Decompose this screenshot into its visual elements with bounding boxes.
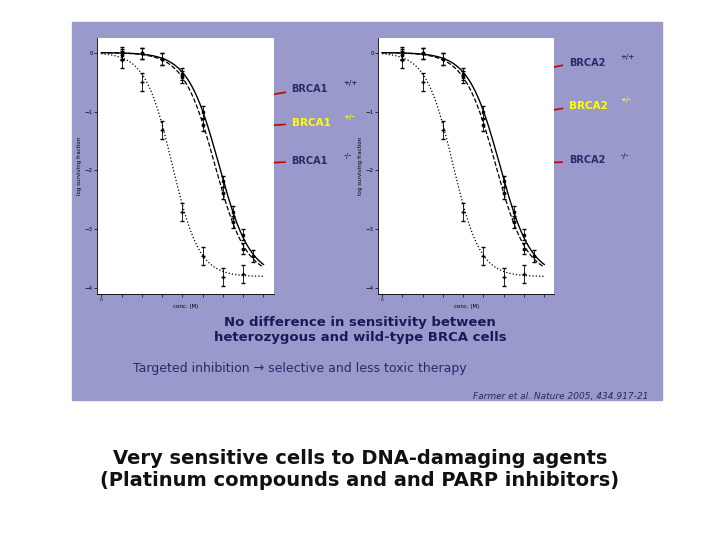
Text: +/-: +/- (621, 97, 632, 104)
Text: Targeted inhibition → selective and less toxic therapy: Targeted inhibition → selective and less… (133, 362, 467, 375)
Text: +/-: +/- (343, 113, 355, 120)
Text: No difference in sensitivity between
heterozygous and wild-type BRCA cells: No difference in sensitivity between het… (214, 316, 506, 344)
X-axis label: conc. (M): conc. (M) (173, 304, 198, 309)
Bar (72, 22, 662, 400)
Text: BRCA1: BRCA1 (292, 118, 330, 127)
Text: Farmer et al. Nature 2005, 434.917-21: Farmer et al. Nature 2005, 434.917-21 (472, 392, 648, 401)
Text: +/+: +/+ (621, 54, 635, 60)
Text: -/-: -/- (343, 152, 351, 159)
Text: BRCA1: BRCA1 (292, 156, 328, 166)
Text: BRCA1: BRCA1 (292, 84, 328, 94)
Text: BRCA2: BRCA2 (569, 156, 606, 165)
Y-axis label: log surviving fraction: log surviving fraction (77, 137, 82, 195)
Text: BRCA2: BRCA2 (569, 102, 608, 111)
Text: +/+: +/+ (343, 79, 358, 86)
Y-axis label: log surviving fraction: log surviving fraction (358, 137, 363, 195)
X-axis label: conc. (M): conc. (M) (454, 304, 479, 309)
Text: BRCA2: BRCA2 (569, 58, 606, 68)
Text: Very sensitive cells to DNA-damaging agents
(Platinum compounds and and PARP inh: Very sensitive cells to DNA-damaging age… (100, 449, 620, 490)
Text: -/-: -/- (621, 152, 629, 159)
